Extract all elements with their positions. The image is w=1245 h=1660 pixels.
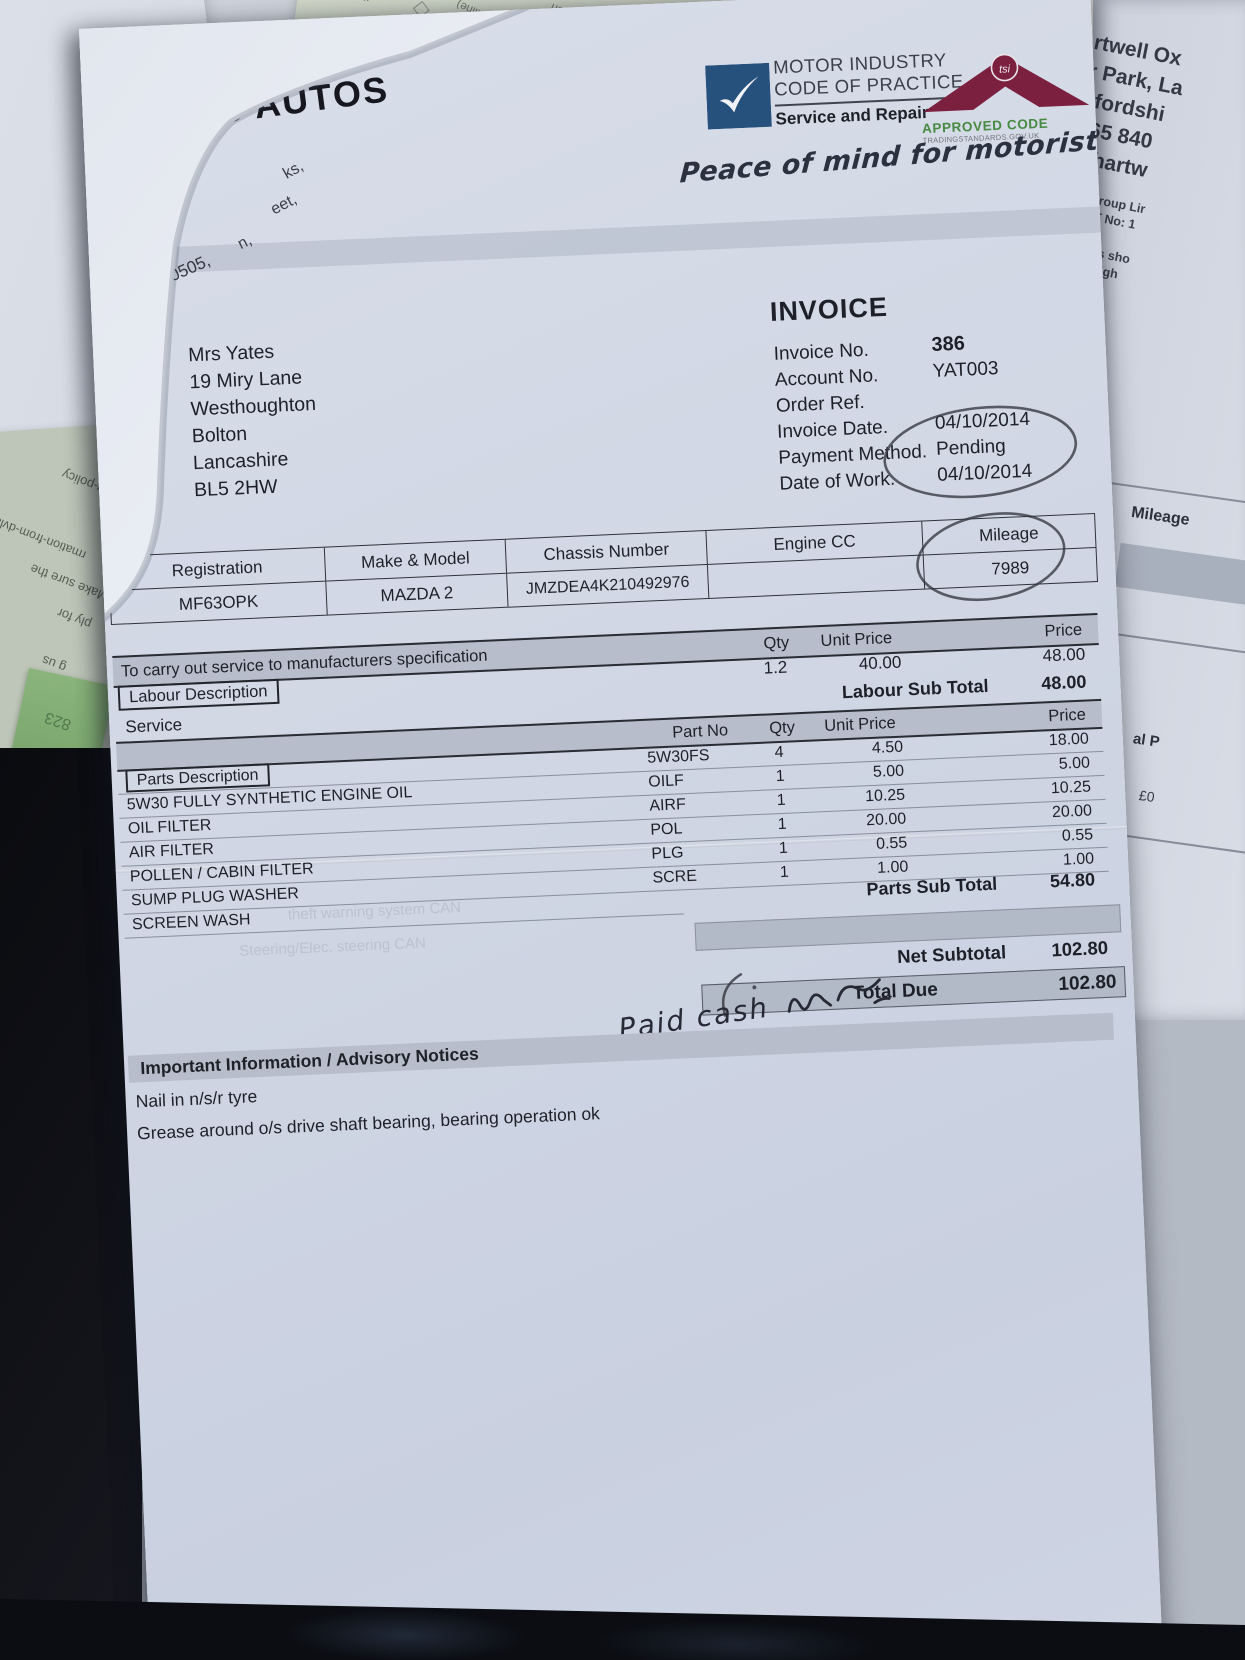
underlying-mileage-label: Mileage [1130,504,1191,530]
tsi-approved-code-logo: tsi APPROVED CODE TRADINGSTANDARDS.GOV.U… [919,49,1095,145]
ghost-line: Steering/Elec. steering CAN [238,934,427,960]
parts-qty-header: Qty [768,717,796,737]
part-no: OILF [647,772,685,791]
part-qty: 4 [774,743,784,762]
labour-unit-price: 40.00 [858,652,902,674]
underlying-table-line [1111,482,1245,504]
sticky-number: 823 [42,708,74,734]
business-name: S AUTOS [215,68,392,132]
field-label: Order Ref. [775,391,866,417]
address-line: Westhoughton [190,392,317,421]
part-no: PLG [651,844,684,863]
part-qty: 1 [778,839,789,858]
receipt-fragment: this space. [318,0,373,3]
part-unit-price: 5.00 [872,762,905,781]
customer-address: Mrs Yates 19 Miry Lane Westhoughton Bolt… [188,337,320,504]
labour-description-value: Service [125,715,183,737]
part-qty: 1 [779,863,790,882]
underlying-table-line [1109,632,1245,654]
address-fragment: ks, [280,157,307,183]
part-unit-price: 4.50 [871,738,904,757]
part-unit-price: 10.25 [864,786,906,806]
labour-subtotal-value: 48.00 [1040,671,1087,694]
notice-line: Grease around o/s drive shaft bearing, b… [136,1103,601,1144]
part-no: 5W30FS [646,747,710,767]
underlying-gray-band [1114,542,1245,606]
dvla-fragment: ply for [54,605,94,632]
part-no: SCRE [652,867,698,887]
tsi-roof-icon: tsi [923,53,1090,113]
address-fragment: eet, [268,190,300,219]
make-model-value: MAZDA 2 [326,573,509,615]
hand-arc [721,972,757,1017]
parts-unit-header: Unit Price [823,713,897,735]
part-unit-price: 20.00 [865,810,907,830]
part-unit-price: 0.55 [875,834,908,853]
dvla-fragment: rmation-from-dvla [0,514,88,563]
mileage-value: 7989 [991,557,1030,579]
field-label: Account No. [774,365,879,391]
invoice-number: 386 [931,332,966,356]
underlying-fragment: £0 [1137,786,1156,806]
handwriting-squiggle-icon [788,978,892,1013]
total-due-value: 102.80 [1057,971,1117,995]
labour-subtotal-label: Labour Sub Total [841,675,989,703]
underlying-table-line [1107,832,1245,854]
invoice-title: INVOICE [769,291,889,327]
net-subtotal-value: 102.80 [1050,936,1109,961]
notices-header: Important Information / Advisory Notices [139,1043,480,1079]
address-line: BL5 2HW [193,475,279,502]
part-qty: 1 [776,791,787,810]
part-qty: 1 [775,767,786,786]
svg-text:tsi: tsi [999,63,1011,75]
parts-subtotal-value: 54.80 [1049,869,1096,892]
dvla-fragment: Make sure the [28,560,111,605]
invoice-paper: S AUTOS MOTOR INDUSTRY CODE OF PRACTICE … [78,0,1164,1660]
account-number: YAT003 [932,358,999,382]
underlying-fragment: al P [1131,730,1161,751]
labour-qty: 1.2 [763,657,788,678]
handwritten-note: Paid cash [616,968,896,1049]
micp-logo-icon [705,62,772,130]
hand-drawn-circles [883,405,1078,602]
notice-line: Nail in n/s/r tyre [135,1086,258,1112]
field-label: Invoice No. [773,339,870,365]
part-no: AIRF [649,796,687,815]
tagline: Peace of mind for motorists [679,124,1117,190]
part-no: POL [650,820,683,839]
part-qty: 1 [777,815,788,834]
